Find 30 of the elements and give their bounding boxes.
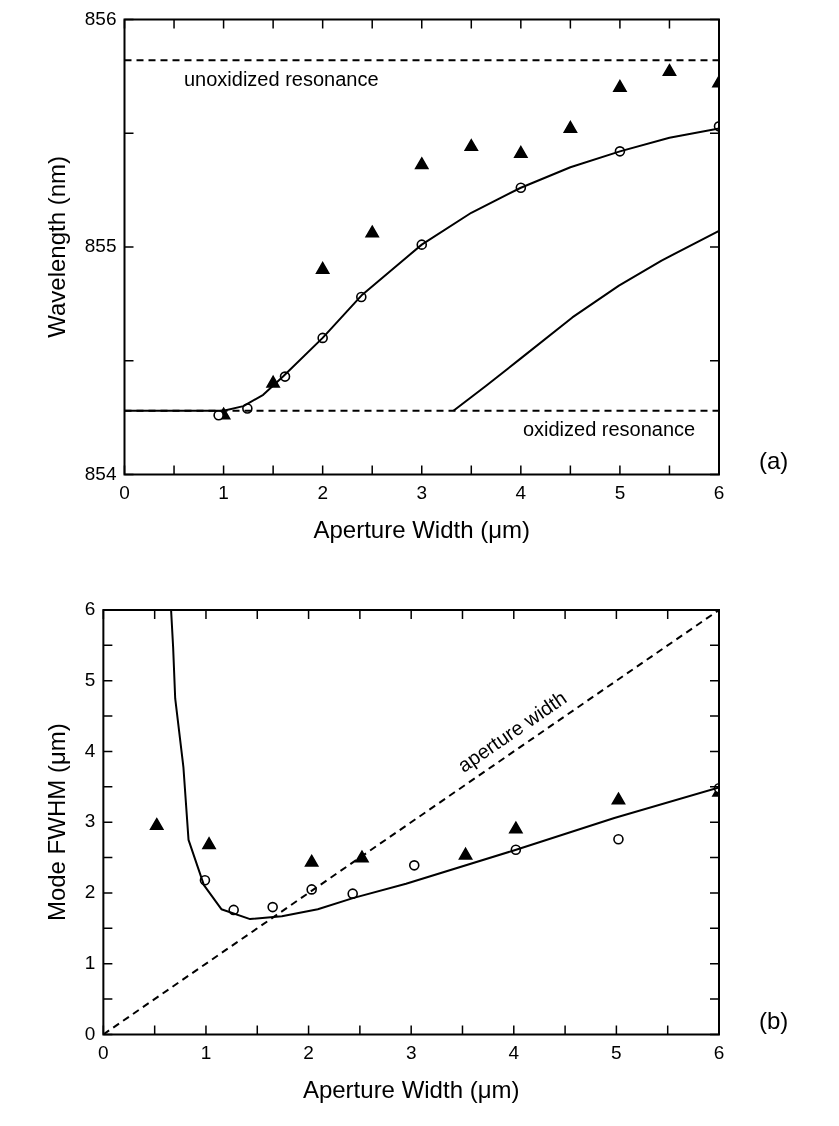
ref-line-label: unoxidized resonance — [183, 67, 379, 90]
text: (b) — [759, 1007, 789, 1035]
y-tick-label: 855 — [84, 235, 117, 257]
x-axis-title: Aperture Width (μm) — [313, 516, 531, 544]
y-tick-label: 5 — [84, 668, 96, 690]
y-tick-label: 2 — [84, 881, 96, 903]
text: (a) — [759, 447, 789, 475]
x-tick-label: 4 — [508, 1042, 520, 1064]
x-tick-label: 3 — [405, 1042, 417, 1064]
y-tick-label: 1 — [84, 951, 96, 973]
x-tick-label: 6 — [713, 482, 725, 504]
x-tick-label: 4 — [515, 482, 527, 504]
x-tick-label: 5 — [614, 482, 626, 504]
x-tick-label: 5 — [611, 1042, 622, 1064]
y-axis-title: Mode FWHM (μm) — [43, 723, 71, 922]
x-axis-title: Aperture Width (μm) — [302, 1076, 520, 1104]
x-tick-label: 3 — [416, 482, 428, 504]
ref-line-label: oxidized resonance — [522, 418, 696, 441]
y-tick-label: 6 — [84, 598, 96, 620]
x-tick-label: 2 — [317, 482, 328, 504]
x-tick-label: 1 — [200, 1042, 212, 1064]
x-tick-label: 6 — [713, 1042, 725, 1064]
y-axis-title: Wavelength (nm) — [43, 155, 71, 338]
y-tick-label: 0 — [84, 1022, 96, 1044]
y-tick-label: 4 — [84, 739, 96, 761]
x-tick-label: 1 — [218, 482, 229, 504]
y-tick-label: 3 — [84, 810, 96, 832]
x-tick-label: 2 — [303, 1042, 314, 1064]
y-tick-label: 856 — [84, 7, 117, 29]
y-tick-label: 854 — [84, 462, 117, 484]
